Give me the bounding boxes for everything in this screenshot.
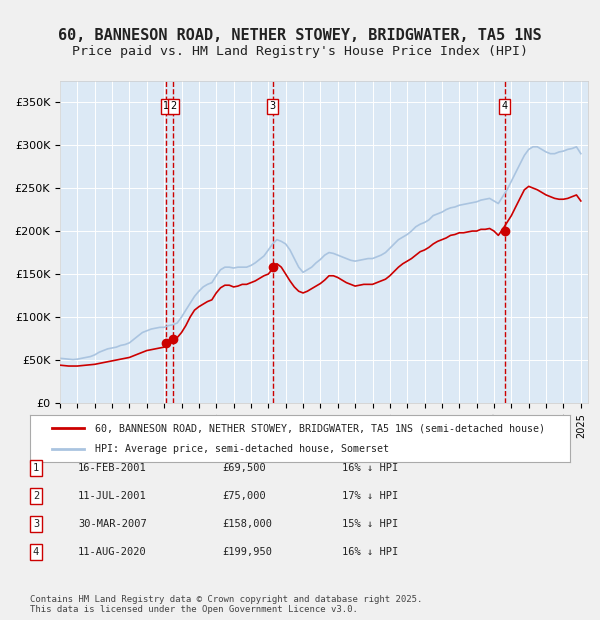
Text: 4: 4 [33, 547, 39, 557]
Text: 4: 4 [502, 102, 508, 112]
Text: 60, BANNESON ROAD, NETHER STOWEY, BRIDGWATER, TA5 1NS: 60, BANNESON ROAD, NETHER STOWEY, BRIDGW… [58, 28, 542, 43]
Text: 1: 1 [33, 463, 39, 473]
Text: 15% ↓ HPI: 15% ↓ HPI [342, 519, 398, 529]
Text: Contains HM Land Registry data © Crown copyright and database right 2025.: Contains HM Land Registry data © Crown c… [30, 595, 422, 604]
Text: £69,500: £69,500 [222, 463, 266, 473]
Text: 3: 3 [269, 102, 275, 112]
Text: 3: 3 [33, 519, 39, 529]
Text: 2: 2 [170, 102, 176, 112]
Text: £75,000: £75,000 [222, 491, 266, 501]
Text: £158,000: £158,000 [222, 519, 272, 529]
Text: 11-AUG-2020: 11-AUG-2020 [78, 547, 147, 557]
Text: 17% ↓ HPI: 17% ↓ HPI [342, 491, 398, 501]
Text: 60, BANNESON ROAD, NETHER STOWEY, BRIDGWATER, TA5 1NS (semi-detached house): 60, BANNESON ROAD, NETHER STOWEY, BRIDGW… [95, 423, 545, 433]
Text: 16% ↓ HPI: 16% ↓ HPI [342, 547, 398, 557]
Text: 16-FEB-2001: 16-FEB-2001 [78, 463, 147, 473]
Text: 16% ↓ HPI: 16% ↓ HPI [342, 463, 398, 473]
Text: 2: 2 [33, 491, 39, 501]
Text: HPI: Average price, semi-detached house, Somerset: HPI: Average price, semi-detached house,… [95, 444, 389, 454]
Text: £199,950: £199,950 [222, 547, 272, 557]
Text: Price paid vs. HM Land Registry's House Price Index (HPI): Price paid vs. HM Land Registry's House … [72, 45, 528, 58]
Text: This data is licensed under the Open Government Licence v3.0.: This data is licensed under the Open Gov… [30, 604, 358, 614]
Text: 1: 1 [163, 102, 169, 112]
Text: 30-MAR-2007: 30-MAR-2007 [78, 519, 147, 529]
Text: 11-JUL-2001: 11-JUL-2001 [78, 491, 147, 501]
